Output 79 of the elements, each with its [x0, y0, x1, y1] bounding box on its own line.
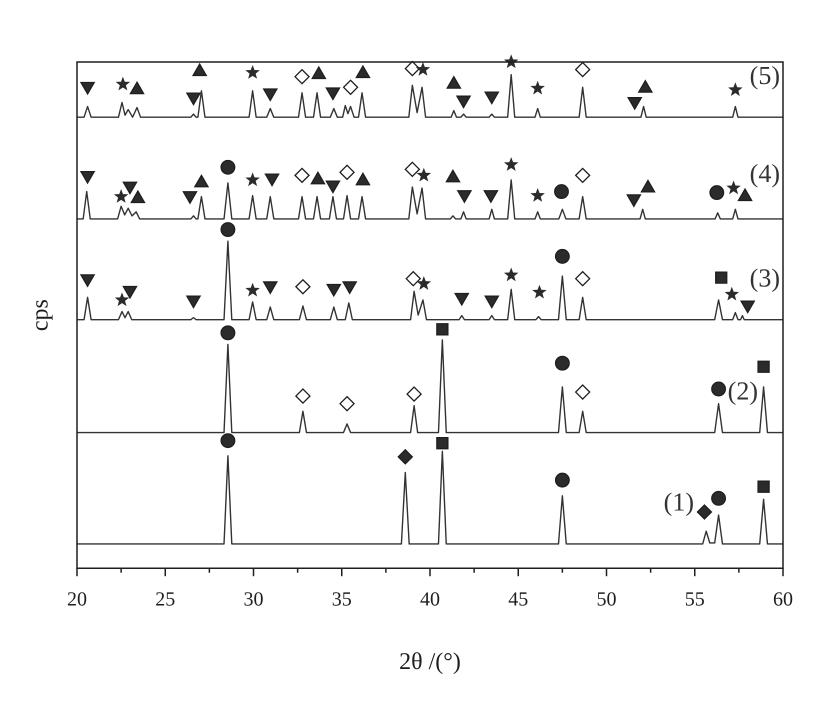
x-axis-title: 2θ /(°)	[399, 648, 461, 675]
point	[504, 268, 518, 282]
point	[554, 184, 569, 200]
point	[339, 164, 355, 180]
x-tick-label: 60	[773, 588, 793, 610]
point	[220, 222, 236, 237]
point	[406, 386, 422, 402]
point	[416, 62, 430, 76]
x-tick-label: 50	[596, 588, 616, 610]
x-tick-label: 20	[67, 588, 87, 610]
point	[738, 188, 752, 202]
point	[709, 185, 724, 200]
point	[406, 271, 421, 286]
point	[404, 60, 420, 76]
point	[575, 62, 590, 78]
series-label: (3)	[750, 263, 780, 292]
point	[554, 248, 570, 264]
point	[220, 325, 236, 340]
point	[194, 174, 209, 188]
point	[446, 170, 460, 182]
point	[342, 80, 358, 95]
series-label: (2)	[728, 376, 758, 406]
x-tick-label: 45	[508, 588, 528, 610]
point	[398, 449, 413, 464]
point	[757, 360, 770, 373]
point	[728, 82, 743, 96]
x-tick-label: 30	[244, 588, 264, 610]
point	[504, 157, 518, 171]
point	[404, 162, 420, 177]
point	[757, 480, 770, 493]
point	[575, 168, 590, 184]
point	[312, 66, 326, 80]
point	[116, 76, 130, 90]
point	[310, 172, 326, 184]
point	[532, 284, 547, 298]
point	[696, 504, 712, 520]
point	[575, 384, 590, 400]
point	[446, 76, 462, 89]
point	[575, 271, 590, 286]
point	[130, 82, 144, 94]
point	[114, 189, 128, 203]
point	[356, 172, 370, 186]
point	[339, 396, 355, 412]
point	[554, 472, 570, 488]
point	[220, 160, 236, 175]
point	[245, 282, 260, 296]
point	[530, 80, 545, 94]
point	[554, 356, 570, 371]
point	[294, 168, 310, 184]
y-axis-title: cps	[27, 299, 54, 332]
point	[436, 323, 449, 336]
x-tick-label: 40	[420, 588, 440, 610]
point	[416, 276, 432, 290]
point	[245, 65, 260, 79]
series-label: (5)	[750, 61, 780, 90]
series-label: (1)	[664, 488, 694, 517]
point	[114, 292, 130, 306]
point	[295, 388, 311, 404]
point	[711, 382, 726, 396]
x-tick-label: 25	[155, 588, 176, 610]
point	[726, 180, 741, 194]
series-label: (4)	[750, 158, 780, 188]
point	[245, 172, 260, 186]
x-tick-label: 55	[684, 588, 705, 610]
point	[294, 69, 310, 84]
point	[640, 180, 656, 192]
point	[356, 65, 370, 78]
point	[711, 490, 726, 506]
point	[192, 63, 207, 76]
point	[715, 271, 728, 284]
point	[295, 279, 311, 294]
x-tick-label: 35	[332, 588, 352, 610]
point	[638, 80, 653, 93]
point	[416, 168, 432, 182]
point	[724, 286, 740, 300]
point	[530, 188, 545, 202]
point	[220, 433, 236, 448]
point	[130, 190, 146, 204]
point	[436, 437, 449, 450]
